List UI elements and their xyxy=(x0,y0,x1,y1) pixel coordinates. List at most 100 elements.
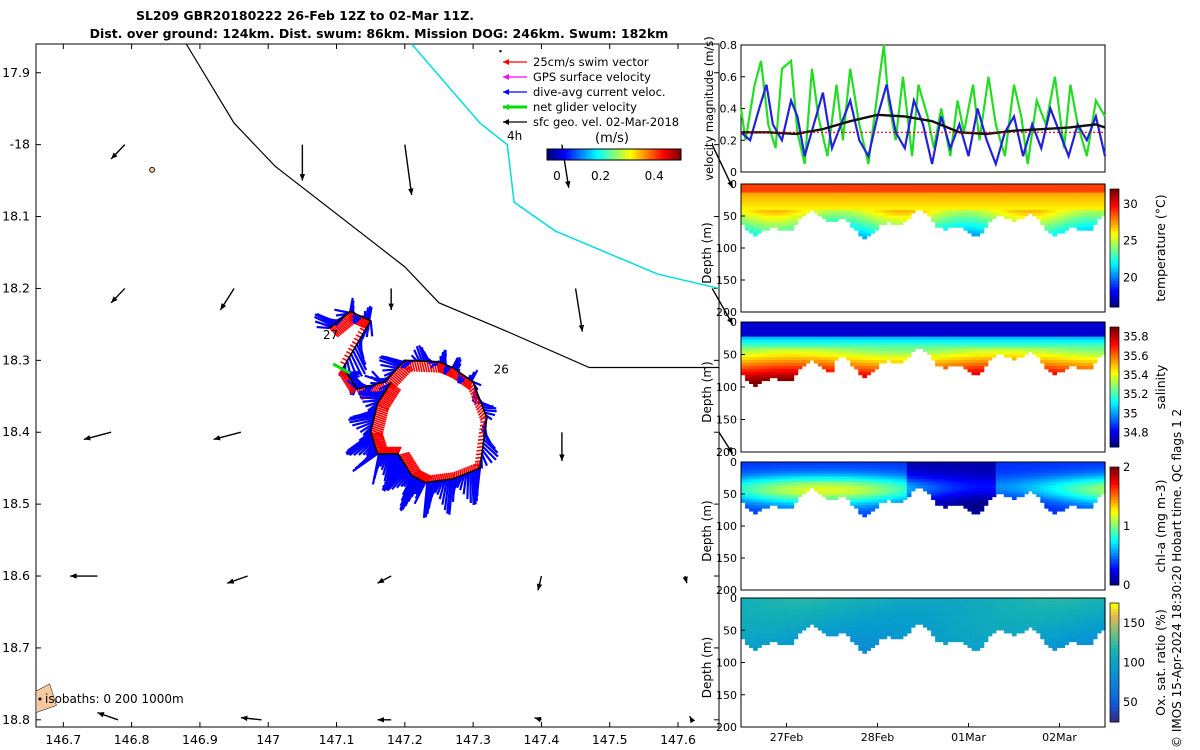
chlorophyll-cell xyxy=(1076,505,1082,509)
swim-vector xyxy=(385,388,398,398)
temperature-cell xyxy=(886,192,892,197)
temperature-cell xyxy=(1060,221,1066,225)
salinity-cell xyxy=(927,327,932,332)
salinity-cell xyxy=(1096,330,1102,335)
temperature-cell xyxy=(959,209,965,214)
temperature-cell xyxy=(1056,218,1062,223)
salinity-cell xyxy=(817,327,823,332)
oxygen-cell xyxy=(761,641,766,646)
salinity-cell xyxy=(1032,322,1037,326)
temperature-cell xyxy=(785,227,791,231)
salinity-cell xyxy=(838,348,843,352)
temperature-cell xyxy=(781,215,787,220)
oxygen-cell xyxy=(781,627,787,631)
temperature-cell xyxy=(939,201,944,205)
temperature-cell xyxy=(1060,201,1066,205)
chlorophyll-cell xyxy=(1044,496,1049,501)
chlorophyll-cell xyxy=(862,505,867,509)
salinity-cell xyxy=(1060,336,1066,341)
salinity-cell xyxy=(1092,327,1098,332)
salinity-cell xyxy=(898,336,904,341)
temperature-cell xyxy=(1068,192,1074,197)
current-vector xyxy=(451,478,456,503)
swim-vector xyxy=(343,315,354,326)
chlorophyll-cell xyxy=(1020,490,1025,495)
chlorophyll-cell xyxy=(923,464,928,469)
chlorophyll-cell xyxy=(757,470,762,475)
chlorophyll-cell xyxy=(825,479,831,483)
temperature-cell xyxy=(1003,207,1009,211)
chlorophyll-cell xyxy=(1084,462,1090,466)
salinity-cell xyxy=(902,327,908,332)
salinity-cell xyxy=(979,324,985,329)
temperature-cell xyxy=(890,195,896,199)
chlorophyll-cell xyxy=(801,485,807,489)
temperature-cell xyxy=(995,209,1001,214)
temperature-cell xyxy=(918,189,924,194)
temperature-cell xyxy=(935,212,940,217)
salinity-cell xyxy=(858,357,863,361)
chlorophyll-cell xyxy=(761,467,766,472)
temperature-cell xyxy=(765,224,770,228)
salinity-cell xyxy=(878,336,884,341)
salinity-cell xyxy=(991,322,997,326)
temperature-cell xyxy=(910,186,916,191)
chlorophyll-cell xyxy=(939,493,944,498)
temperature-cell xyxy=(1088,186,1094,191)
map-ytick-label: 18.8 xyxy=(2,712,30,727)
temperature-cell xyxy=(1044,227,1049,231)
temperature-cell xyxy=(854,184,859,188)
salinity-cell xyxy=(825,357,831,361)
temperature-cell xyxy=(1056,184,1062,188)
salinity-cell xyxy=(1088,360,1094,364)
temperature-cell xyxy=(765,221,770,225)
oxygen-cell xyxy=(741,618,746,622)
temperature-cell xyxy=(1068,198,1074,202)
salinity-cell xyxy=(995,324,1001,329)
salinity-cell xyxy=(890,342,896,346)
salinity-cell xyxy=(1056,368,1062,373)
oxygen-cell xyxy=(777,598,783,602)
salinity-cell xyxy=(745,374,750,379)
swim-vector xyxy=(376,450,389,454)
oxygen-cell xyxy=(741,598,746,602)
salinity-cell xyxy=(979,336,985,341)
swim-vector xyxy=(406,464,418,469)
temperature-cell xyxy=(1056,189,1062,194)
chlorophyll-cell xyxy=(898,479,904,483)
salinity-cell xyxy=(817,330,823,335)
salinity-cell xyxy=(1084,327,1090,332)
colorbar-cell xyxy=(654,149,657,160)
chlorophyll-cell xyxy=(1007,485,1013,489)
oxygen-cell xyxy=(753,600,758,605)
chlorophyll-cell xyxy=(1052,499,1058,503)
temperature-cell xyxy=(1048,209,1054,214)
current-vector xyxy=(440,351,445,364)
salinity-cell xyxy=(1084,354,1090,358)
oxygen-cell xyxy=(757,627,762,631)
chlorophyll-cell xyxy=(943,499,948,503)
chlorophyll-cell xyxy=(931,493,936,498)
chlorophyll-cell xyxy=(1076,462,1082,466)
chlorophyll-cell xyxy=(829,496,835,501)
temperature-cell xyxy=(817,204,823,208)
chlorophyll-cell xyxy=(785,482,791,486)
chlorophyll-cell xyxy=(777,482,783,486)
salinity-cell xyxy=(1011,357,1017,361)
temperature-cell xyxy=(753,186,758,191)
chlorophyll-cell xyxy=(1011,462,1017,466)
salinity-cell xyxy=(882,342,888,346)
oxygen-cell xyxy=(769,609,774,614)
temperature-cell xyxy=(927,198,932,202)
temperature-cell xyxy=(943,207,948,211)
chlorophyll-cell xyxy=(963,493,969,498)
current-vector xyxy=(359,423,374,434)
temperature-cell xyxy=(1080,201,1086,205)
salinity-cell xyxy=(927,333,932,338)
salinity-cell xyxy=(943,322,948,326)
chlorophyll-colorbar-cell xyxy=(1110,493,1119,497)
map-ytick-label: 18.6 xyxy=(2,568,30,583)
salinity-cell xyxy=(878,330,884,335)
chlorophyll-cell xyxy=(1024,487,1029,492)
salinity-colorbar-cell xyxy=(1110,414,1119,418)
